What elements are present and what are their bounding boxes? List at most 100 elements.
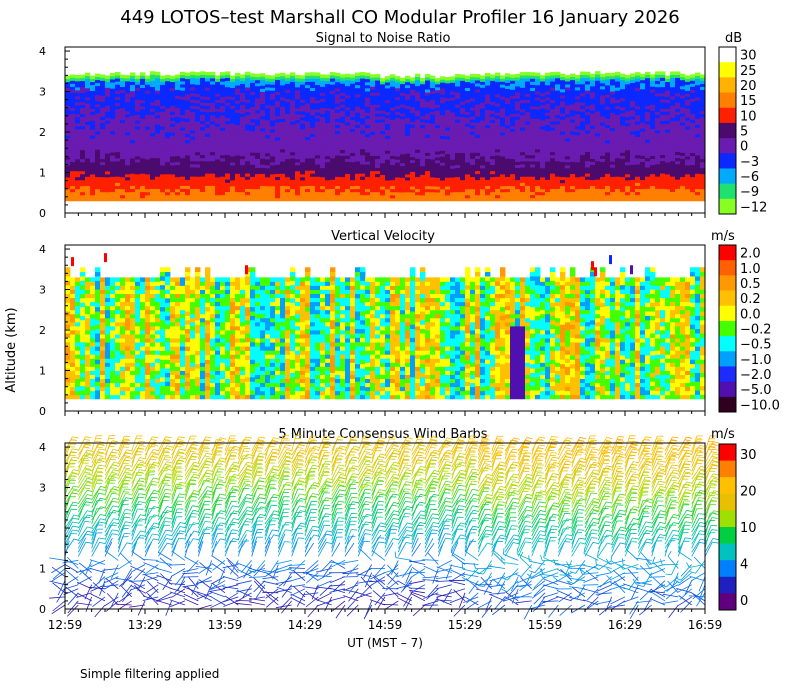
snr-cell: [595, 132, 601, 137]
snr-cell: [70, 80, 76, 84]
snr-cell: [425, 119, 431, 123]
snr-cell: [640, 116, 646, 120]
snr-cell: [305, 170, 311, 174]
snr-cell: [90, 177, 96, 181]
snr-cell: [325, 170, 331, 175]
snr-cell: [560, 188, 566, 193]
snr-cell: [270, 108, 276, 112]
snr-cell: [170, 162, 176, 166]
snr-cell: [445, 121, 451, 125]
snr-cell: [480, 84, 486, 88]
snr-cell: [260, 146, 266, 150]
snr-cell: [250, 197, 256, 202]
snr-cell: [275, 112, 281, 117]
snr-cell: [540, 185, 546, 190]
snr-cell: [145, 191, 151, 196]
snr-cell: [65, 99, 71, 103]
snr-cell: [580, 176, 586, 180]
snr-cell: [85, 81, 91, 86]
snr-cell: [410, 168, 416, 172]
snr-cell: [270, 167, 276, 172]
snr-cell: [425, 113, 431, 117]
snr-cell: [565, 120, 571, 124]
snr-cell: [565, 176, 571, 181]
snr-cell: [165, 137, 171, 142]
snr-cell: [495, 170, 501, 174]
snr-cell: [655, 123, 661, 128]
snr-cell: [500, 129, 506, 133]
snr-cell: [135, 144, 141, 148]
snr-cell: [65, 197, 71, 202]
snr-cell: [460, 167, 466, 172]
snr-cell: [515, 134, 521, 138]
snr-cell: [80, 116, 86, 121]
snr-cell: [650, 197, 656, 202]
snr-cell: [385, 156, 391, 160]
snr-cell: [525, 111, 531, 116]
snr-cell: [160, 117, 166, 121]
snr-cell: [645, 151, 651, 156]
snr-cell: [655, 170, 661, 174]
snr-cell: [400, 77, 406, 82]
snr-cell: [235, 109, 241, 113]
snr-cell: [380, 197, 386, 202]
snr-cell: [180, 145, 186, 150]
snr-cell: [240, 92, 246, 96]
snr-cell: [220, 96, 226, 101]
snr-cell: [75, 95, 81, 100]
snr-cell: [340, 191, 346, 196]
snr-cell: [110, 161, 116, 165]
snr-cell: [480, 99, 486, 103]
snr-cell: [395, 188, 401, 193]
snr-cell: [105, 138, 111, 142]
snr-cell: [550, 81, 556, 85]
snr-cell: [165, 119, 171, 124]
snr-cell: [310, 148, 316, 153]
snr-cell: [475, 164, 481, 169]
snr-cell: [285, 164, 291, 169]
snr-cell: [470, 188, 476, 193]
snr-cell: [285, 86, 291, 90]
snr-cell: [235, 161, 241, 165]
snr-cell: [490, 131, 496, 136]
snr-cell: [255, 131, 261, 135]
snr-cell: [450, 159, 456, 163]
snr-cell: [130, 145, 136, 150]
snr-cell: [220, 136, 226, 140]
snr-cell: [310, 176, 316, 180]
snr-cell: [435, 157, 441, 161]
snr-cell: [145, 96, 151, 100]
snr-cell: [600, 176, 606, 181]
snr-cell: [435, 168, 441, 173]
snr-cell: [325, 149, 331, 154]
snr-cell: [415, 128, 421, 132]
snr-cell: [225, 160, 231, 165]
snr-cell: [355, 170, 361, 174]
snr-cell: [425, 158, 431, 163]
snr-cell: [465, 123, 471, 127]
snr-cell: [365, 185, 371, 190]
snr-cell: [410, 100, 416, 105]
snr-cell: [465, 141, 471, 145]
snr-cell: [220, 121, 226, 125]
snr-cell: [435, 195, 441, 199]
snr-cell: [460, 122, 466, 126]
snr-cell: [95, 97, 101, 102]
snr-cell: [315, 109, 321, 113]
snr-cell: [215, 120, 221, 124]
snr-cell: [460, 77, 466, 81]
snr-cell: [285, 92, 291, 96]
snr-cell: [175, 155, 181, 160]
snr-cell: [175, 80, 181, 84]
snr-cell: [565, 194, 571, 199]
snr-cell: [255, 173, 261, 178]
snr-cell: [340, 161, 346, 166]
snr-cell: [225, 197, 231, 202]
snr-cell: [230, 84, 236, 88]
snr-cell: [95, 103, 101, 108]
snr-cell: [470, 73, 476, 78]
snr-cell: [325, 113, 331, 118]
snr-cell: [140, 96, 146, 101]
snr-cell: [320, 143, 326, 148]
snr-cell: [265, 131, 271, 136]
